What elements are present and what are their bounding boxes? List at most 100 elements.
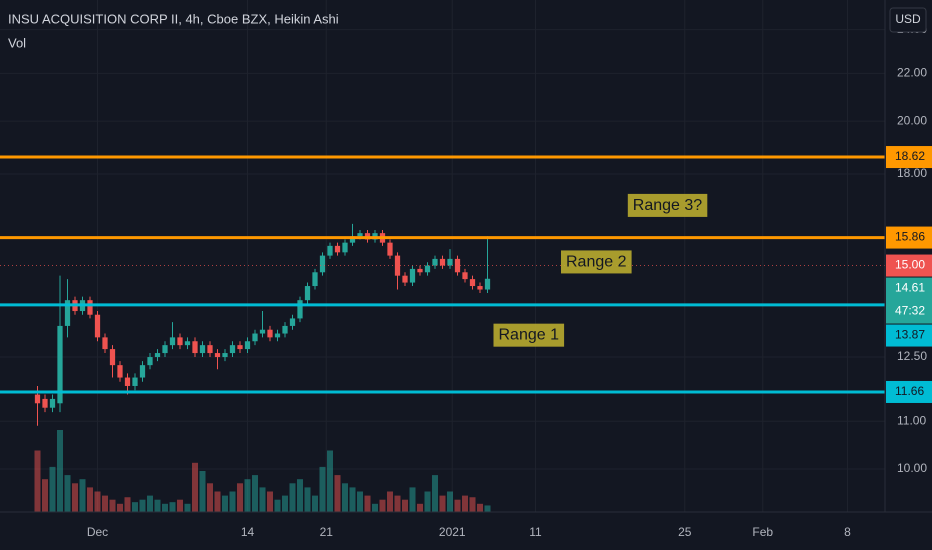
candle-body [57,325,63,404]
price-tag [886,380,932,403]
currency-button[interactable] [889,7,927,33]
volume-bar [297,479,303,512]
volume-bar [417,503,423,512]
volume-bar [342,483,348,512]
volume-bar [132,502,138,512]
volume-bar [87,487,93,512]
volume-bar [94,491,101,512]
candle-body [274,333,281,338]
price-tag [886,277,932,324]
currency-label[interactable]: USD [895,12,921,26]
candle-body [394,255,401,276]
y-tick-label: 20.00 [897,113,927,127]
candle-body [469,279,476,287]
candle-body [169,337,176,346]
price-tag-label: 11.66 [895,384,924,398]
candle-body [342,242,348,253]
candle-body [289,318,296,326]
volume-bar [57,430,63,512]
volume-bar [364,495,371,512]
price-tag-label: 18.62 [895,149,925,163]
y-tick-label: 18.00 [897,166,927,180]
candle-body [117,365,123,378]
price-tag [886,146,932,169]
price-tag-label: 15.86 [895,230,925,244]
range-annotation: Range 2 [566,253,627,270]
volume-bar [177,499,183,512]
volume-bar [454,499,461,512]
candle-body [484,278,491,290]
candle-body [477,286,483,290]
candle-body [222,353,228,358]
candle-body [124,377,131,386]
price-tag-label: 13.87 [895,328,925,342]
volume-bar [192,462,198,512]
x-tick-label: Feb [752,525,773,539]
candle-body [402,275,408,283]
volume-bar [207,483,213,512]
candle-body [214,353,221,358]
volume-bar [424,491,431,512]
volume-bar [109,499,116,512]
volume-bar [34,450,41,512]
volume-bar [387,491,393,512]
volume-bar [214,491,221,512]
y-tick-label: 12.50 [897,349,927,363]
volume-bar [327,450,333,512]
candle-body [132,377,138,386]
candle-body [42,398,48,408]
volume-bar [154,499,161,512]
candle-body [417,268,423,273]
volume-bar [439,495,446,512]
candle-body [334,245,341,253]
x-tick-label: 25 [678,525,692,539]
volume-bar [49,466,56,512]
candle-body [229,345,236,354]
candle-body [102,337,108,350]
x-tick-label: 14 [241,525,255,539]
candle-body [349,236,356,243]
candle-body [447,258,453,266]
candle-body [49,398,56,408]
volume-bar [282,495,288,512]
volume-bar [319,466,326,512]
candle-body [297,300,303,319]
candle-body [462,272,468,280]
candle-body [64,300,71,326]
price-tag [886,254,932,277]
volume-bar [147,495,153,512]
candle-body [207,345,213,354]
volume-bar [252,475,258,512]
volume-bar [199,471,206,512]
volume-bar [312,495,318,512]
range-annotation: Range 3? [633,197,702,214]
volume-bar [447,491,453,512]
countdown-label: 47:32 [895,304,925,318]
volume-bar [462,495,468,512]
volume-bar [222,495,228,512]
candle-body [199,345,206,354]
candle-body [439,258,446,266]
candle-body [184,341,191,346]
x-tick-label: 2021 [439,525,466,539]
x-tick-label: 11 [529,525,542,539]
x-tick-label: Dec [87,525,108,539]
range-annotation: Range 1 [499,327,560,344]
volume-bar [259,487,266,512]
candle-body [357,233,363,237]
candle-body [387,242,393,256]
candle-body [327,245,333,256]
candle-body [454,258,461,273]
volume-bar [402,499,408,512]
volume-bar [184,503,191,512]
volume-bar [64,475,71,512]
price-tag-label: 14.61 [895,281,925,295]
annotation-box [493,323,565,347]
candle-body [319,255,326,273]
volume-bar [484,505,491,512]
candle-body [94,314,101,338]
volume-bar [349,487,356,512]
candle-body [147,357,153,366]
volume-bar [334,475,341,512]
